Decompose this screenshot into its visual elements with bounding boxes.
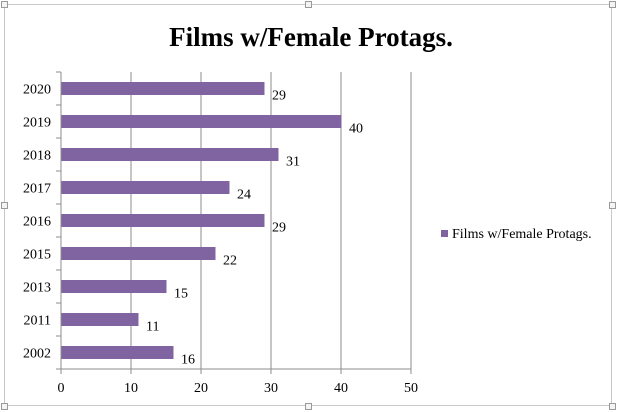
data-label: 31: [286, 155, 300, 170]
y-tick-label: 2015: [23, 248, 51, 263]
bar: [61, 346, 174, 359]
data-label: 16: [181, 353, 195, 368]
data-label: 15: [174, 287, 188, 302]
x-tick-label: 20: [194, 381, 208, 396]
bar: [61, 280, 167, 293]
y-tick-label: 2020: [23, 83, 51, 98]
y-tick-label: 2013: [23, 281, 51, 296]
bar: [61, 181, 230, 194]
chart-title: Films w/Female Protags.: [169, 22, 453, 52]
data-label: 40: [349, 122, 363, 137]
bar: [61, 148, 279, 161]
legend: Films w/Female Protags.: [441, 227, 592, 242]
data-label: 29: [272, 89, 286, 104]
data-label: 22: [223, 254, 237, 269]
y-tick-label: 2019: [23, 116, 51, 131]
bar: [61, 247, 216, 260]
resize-handle-top-left[interactable]: [1, 1, 8, 8]
y-tick-label: 2018: [23, 149, 51, 164]
bar: [61, 115, 342, 128]
x-tick-label: 50: [404, 381, 418, 396]
data-label: 29: [272, 221, 286, 236]
plot-area: 0 10 20 30 40 50 16 2002 11 2011 15 2013 22 2015 29 201…: [23, 71, 418, 396]
resize-handle-bottom-left[interactable]: [1, 403, 8, 410]
y-tick-label: 2016: [23, 215, 51, 230]
y-tick-label: 2011: [24, 314, 51, 329]
legend-swatch: [441, 230, 448, 237]
resize-handle-middle-right[interactable]: [609, 202, 616, 209]
x-tick-label: 10: [124, 381, 138, 396]
x-tick-label: 30: [264, 381, 278, 396]
resize-handle-middle-left[interactable]: [1, 202, 8, 209]
y-tick-label: 2017: [23, 182, 51, 197]
legend-label: Films w/Female Protags.: [452, 227, 592, 242]
resize-handle-top-center[interactable]: [305, 1, 312, 8]
x-tick-label: 0: [58, 381, 65, 396]
resize-handle-bottom-right[interactable]: [609, 403, 616, 410]
bar: [61, 313, 139, 326]
bar: [61, 82, 265, 95]
y-tick-label: 2002: [23, 347, 51, 362]
resize-handle-bottom-center[interactable]: [305, 403, 312, 410]
resize-handle-top-right[interactable]: [609, 1, 616, 8]
x-tick-label: 40: [334, 381, 348, 396]
bar: [61, 214, 265, 227]
data-label: 24: [237, 188, 251, 203]
data-label: 11: [146, 320, 159, 335]
chart-frame[interactable]: [4, 4, 612, 406]
